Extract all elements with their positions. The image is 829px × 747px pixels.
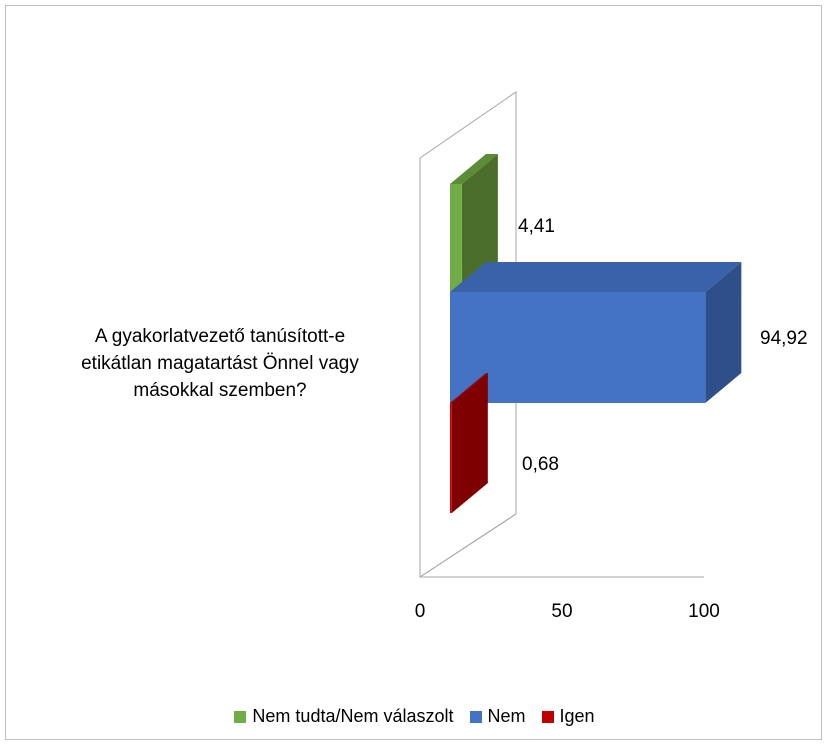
legend-label: Igen [559, 706, 595, 726]
legend-item-nem-tudta: Nem tudta/Nem válaszolt [234, 706, 454, 727]
bar-side [451, 373, 488, 513]
bar [450, 292, 706, 403]
bar [450, 184, 462, 292]
category-label-line: etikátlan magatartást Önnel vagy [81, 353, 359, 374]
bar-top [450, 154, 498, 184]
legend-swatch [234, 710, 247, 723]
bar [450, 403, 452, 513]
legend-item-igen: Igen [541, 706, 595, 727]
bar-top [450, 262, 742, 292]
legend-item-nem: Nem [469, 706, 526, 727]
chart-walls [419, 91, 704, 578]
chart-bars [450, 154, 742, 513]
legend-label: Nem tudta/Nem válaszolt [252, 706, 454, 726]
legend-label: Nem [487, 706, 526, 726]
legend-swatch [469, 710, 482, 723]
data-label: 4,41 [518, 216, 555, 237]
category-label-line: másokkal szemben? [133, 380, 307, 401]
legend: Nem tudta/Nem válaszolt Nem Igen [0, 706, 829, 727]
x-tick-label: 100 [688, 601, 720, 622]
bar-top [450, 373, 488, 403]
category-label: A gyakorlatvezető tanúsított-e etikátlan… [60, 323, 380, 404]
bar-side [705, 262, 742, 403]
bar-side [461, 154, 498, 292]
legend-swatch [541, 710, 554, 723]
category-label-line: A gyakorlatvezető tanúsított-e [94, 326, 346, 347]
x-tick-label: 0 [415, 601, 426, 622]
x-tick-label: 50 [551, 601, 572, 622]
data-labels: 4,41 94,92 0,68 [518, 216, 808, 475]
floor-edge [419, 513, 517, 578]
x-axis-ticks: 0 50 100 [415, 601, 720, 622]
data-label: 0,68 [522, 454, 559, 475]
data-label: 94,92 [760, 328, 808, 349]
